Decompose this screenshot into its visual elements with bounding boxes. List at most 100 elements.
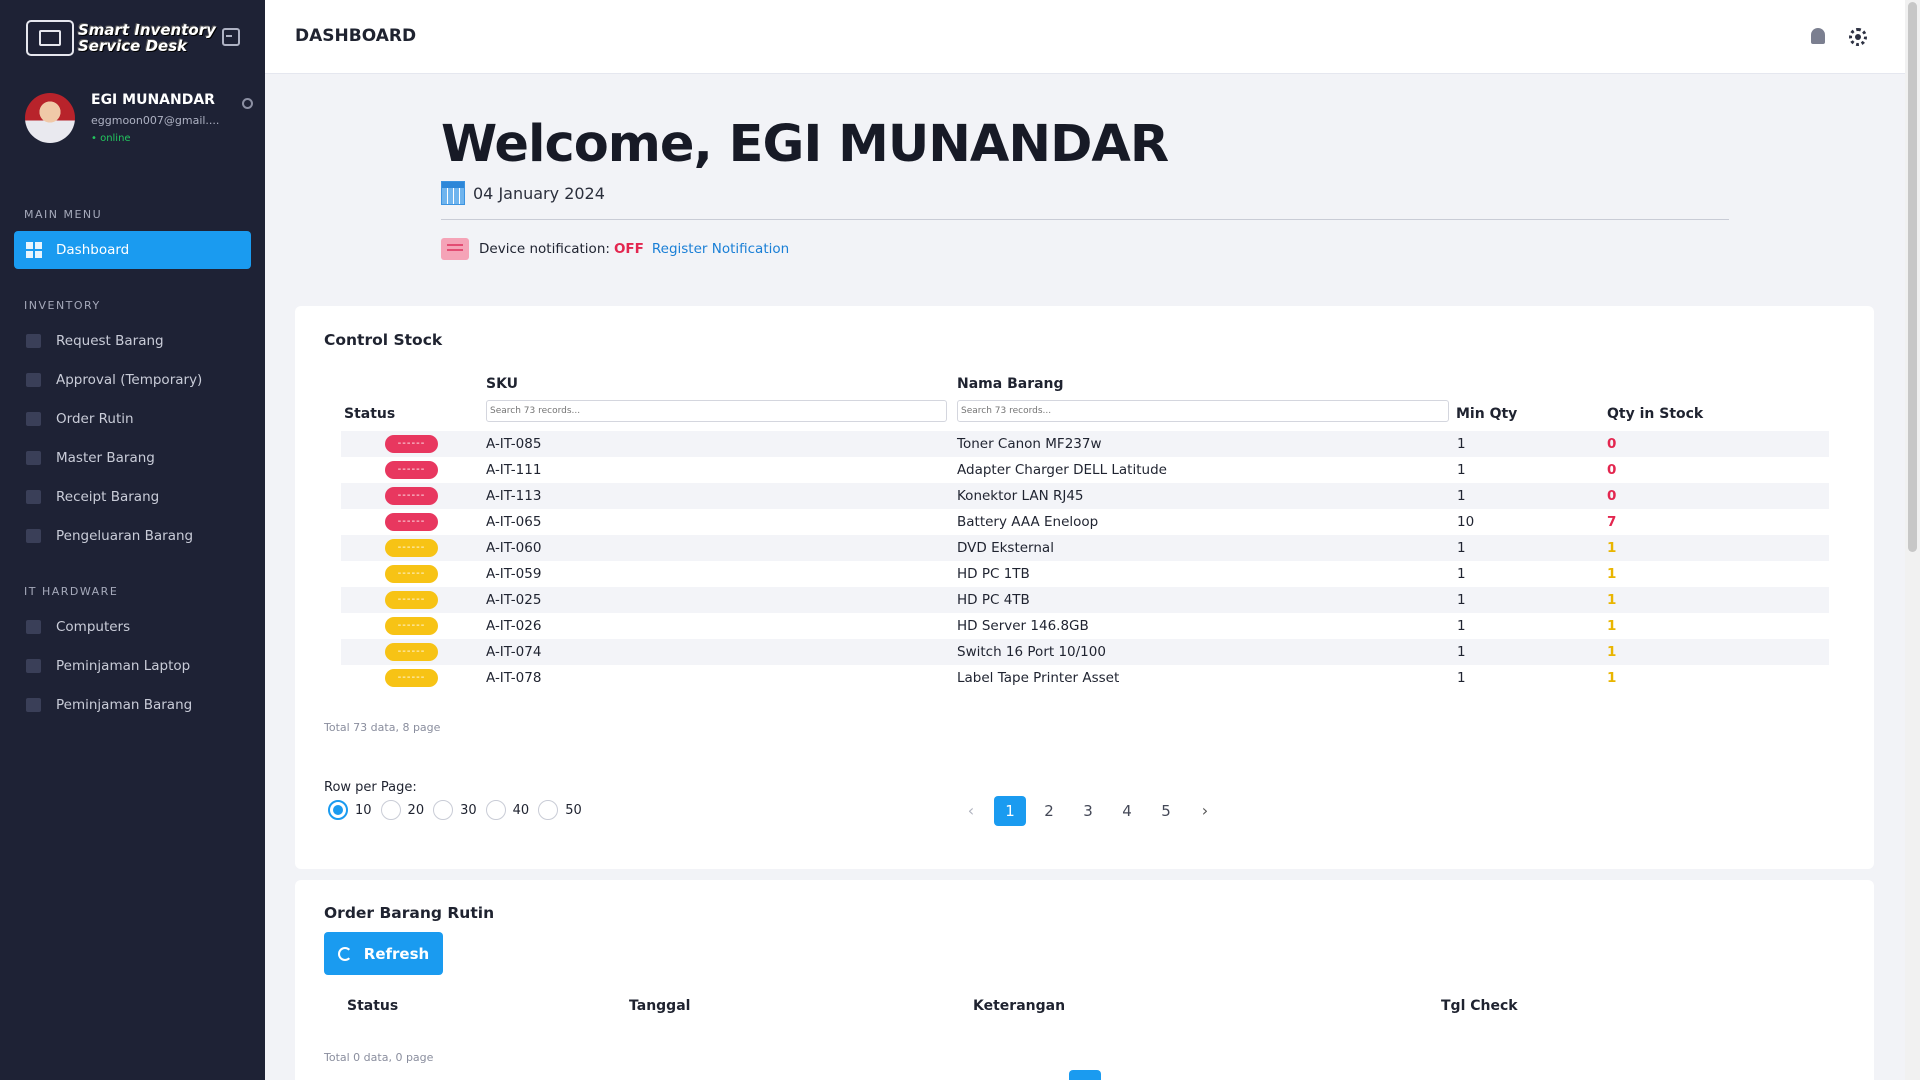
rows-per-page-radio-40[interactable] <box>485 800 506 820</box>
sidebar-item-request-barang[interactable]: Request Barang <box>14 322 251 360</box>
avatar[interactable] <box>25 93 75 143</box>
sidebar-item-order-rutin[interactable]: Order Rutin <box>14 400 251 438</box>
rows-per-page-options: 10 20 30 40 50 <box>328 800 591 820</box>
page-scrollbar[interactable] <box>1905 0 1920 1080</box>
page-button-3[interactable]: 3 <box>1083 802 1093 820</box>
sidebar-item-receipt-barang[interactable]: Receipt Barang <box>14 478 251 516</box>
sidebar-item-peminjaman-laptop[interactable]: Peminjaman Laptop <box>14 647 251 685</box>
table-row[interactable]: ------ A-IT-026 HD Server 146.8GB 1 1 <box>341 613 1829 639</box>
sidebar-item-label: Pengeluaran Barang <box>56 528 194 544</box>
nama-barang-cell: Toner Canon MF237w <box>957 436 1102 452</box>
sku-cell: A-IT-113 <box>486 488 542 504</box>
sidebar-item-approval[interactable]: Approval (Temporary) <box>14 361 251 399</box>
col-header-status[interactable]: Status <box>347 998 399 1014</box>
page-title: DASHBOARD <box>295 26 417 46</box>
sidebar-item-label: Peminjaman Laptop <box>56 658 191 674</box>
welcome-heading: Welcome, EGI MUNANDAR <box>441 115 1169 174</box>
bell-icon[interactable] <box>1811 28 1825 44</box>
table-row[interactable]: ------ A-IT-025 HD PC 4TB 1 1 <box>341 587 1829 613</box>
status-badge: ------ <box>385 643 438 661</box>
nama-barang-cell: HD PC 4TB <box>957 592 1030 608</box>
sku-search-input[interactable] <box>486 400 947 422</box>
table-row[interactable]: ------ A-IT-060 DVD Eksternal 1 1 <box>341 535 1829 561</box>
qty-in-stock-cell: 1 <box>1607 644 1617 660</box>
rows-per-page-label-50: 50 <box>565 802 582 818</box>
min-qty-cell: 1 <box>1457 566 1466 582</box>
rows-per-page-radio-10[interactable] <box>328 800 348 820</box>
col-header-tanggal[interactable]: Tanggal <box>629 998 691 1014</box>
rows-per-page-radio-20[interactable] <box>380 800 401 820</box>
status-badge: ------ <box>385 539 438 557</box>
col-header-min-qty[interactable]: Min Qty <box>1456 406 1518 422</box>
grid-icon <box>26 451 41 465</box>
user-name: EGI MUNANDAR <box>91 92 215 108</box>
computer-icon <box>26 620 41 634</box>
page-button-2[interactable]: 2 <box>1044 802 1054 820</box>
status-badge: ------ <box>385 591 438 609</box>
min-qty-cell: 1 <box>1457 436 1466 452</box>
control-stock-card: Control Stock Status SKU Nama Barang Min… <box>295 306 1874 869</box>
refresh-button[interactable]: Refresh <box>324 932 443 975</box>
table-row[interactable]: ------ A-IT-074 Switch 16 Port 10/100 1 1 <box>341 639 1829 665</box>
register-notification-link[interactable]: Register Notification <box>651 241 790 257</box>
col-header-qty-in-stock[interactable]: Qty in Stock <box>1607 406 1704 422</box>
sidebar-item-pengeluaran-barang[interactable]: Pengeluaran Barang <box>14 517 251 555</box>
table-row[interactable]: ------ A-IT-078 Label Tape Printer Asset 1 1 <box>341 665 1829 691</box>
table-row[interactable]: ------ A-IT-111 Adapter Charger DELL Latit… <box>341 457 1829 483</box>
control-stock-title: Control Stock <box>324 331 443 349</box>
table-row[interactable]: ------ A-IT-085 Toner Canon MF237w 1 0 <box>341 431 1829 457</box>
scrollbar-thumb[interactable] <box>1908 2 1917 552</box>
sidebar-item-master-barang[interactable]: Master Barang <box>14 439 251 477</box>
user-settings-icon[interactable] <box>242 98 253 109</box>
chevron-right-icon[interactable]: › <box>1201 801 1209 820</box>
user-email: eggmoon007@gmail.... <box>91 114 220 127</box>
status-badge: ------ <box>385 669 438 687</box>
qty-in-stock-cell: 1 <box>1607 540 1617 556</box>
nama-barang-cell: HD Server 146.8GB <box>957 618 1089 634</box>
page-button-4[interactable]: 4 <box>1122 802 1132 820</box>
rows-per-page-label-20: 20 <box>407 802 425 818</box>
page-button-5[interactable]: 5 <box>1161 802 1171 820</box>
rows-per-page-radio-30[interactable] <box>433 800 454 820</box>
col-header-sku[interactable]: SKU <box>486 376 519 392</box>
col-header-status[interactable]: Status <box>344 406 396 422</box>
nama-barang-search-input[interactable] <box>957 400 1449 422</box>
menu-header-main: MAIN MENU <box>24 208 103 221</box>
page-button-1[interactable] <box>1069 1070 1101 1080</box>
user-status: • online <box>91 133 131 144</box>
qty-in-stock-cell: 0 <box>1607 462 1617 478</box>
sidebar-item-peminjaman-barang[interactable]: Peminjaman Barang <box>14 686 251 724</box>
nama-barang-cell: DVD Eksternal <box>957 540 1054 556</box>
nama-barang-cell: HD PC 1TB <box>957 566 1030 582</box>
current-date: 04 January 2024 <box>473 183 605 203</box>
status-badge: ------ <box>385 435 438 453</box>
col-header-nama-barang[interactable]: Nama Barang <box>957 376 1064 392</box>
qty-in-stock-cell: 7 <box>1607 514 1617 530</box>
col-header-keterangan[interactable]: Keterangan <box>973 998 1066 1014</box>
qty-in-stock-cell: 1 <box>1607 618 1617 634</box>
table-row[interactable]: ------ A-IT-059 HD PC 1TB 1 1 <box>341 561 1829 587</box>
sidebar-item-label: Master Barang <box>56 450 155 466</box>
nama-barang-cell: Konektor LAN RJ45 <box>957 488 1084 504</box>
min-qty-cell: 1 <box>1457 670 1466 686</box>
sidebar: Smart Inventory Service Desk EGI MUNANDA… <box>0 0 265 1080</box>
app-logo[interactable]: Smart Inventory Service Desk <box>0 0 265 75</box>
sidebar-item-computers[interactable]: Computers <box>14 608 251 646</box>
sidebar-item-label: Peminjaman Barang <box>56 697 193 713</box>
table-row[interactable]: ------ A-IT-065 Battery AAA Eneloop 10 7 <box>341 509 1829 535</box>
sku-cell: A-IT-059 <box>486 566 542 582</box>
control-stock-total: Total 73 data, 8 page <box>324 721 441 734</box>
collapse-sidebar-icon[interactable] <box>222 28 240 46</box>
page-button-1[interactable]: 1 <box>994 796 1026 826</box>
chevron-left-icon[interactable]: ‹ <box>967 801 975 820</box>
sun-icon[interactable] <box>1849 28 1867 46</box>
min-qty-cell: 1 <box>1457 488 1466 504</box>
col-header-tgl-check[interactable]: Tgl Check <box>1441 998 1518 1014</box>
sidebar-item-dashboard[interactable]: Dashboard <box>14 231 251 269</box>
rows-per-page-radio-50[interactable] <box>538 800 559 820</box>
rows-per-page-label-30: 30 <box>460 802 477 818</box>
sidebar-item-label: Computers <box>56 619 131 635</box>
divider <box>441 219 1729 220</box>
refresh-icon <box>337 946 352 961</box>
table-row[interactable]: ------ A-IT-113 Konektor LAN RJ45 1 0 <box>341 483 1829 509</box>
